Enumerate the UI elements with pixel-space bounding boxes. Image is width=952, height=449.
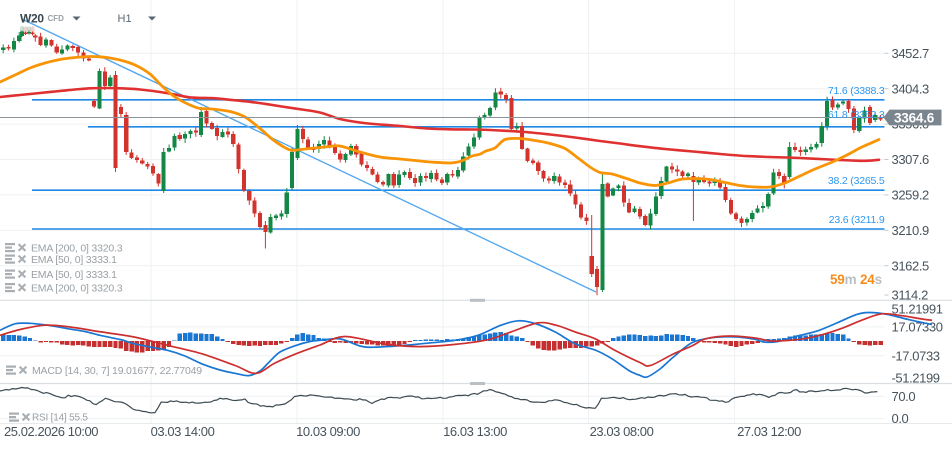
svg-text:H1: H1: [118, 13, 132, 25]
svg-text:03.03 14:00: 03.03 14:00: [151, 424, 215, 439]
svg-text:3364.6: 3364.6: [894, 110, 935, 125]
svg-text:W20: W20: [20, 12, 44, 26]
svg-text:70.0: 70.0: [892, 389, 916, 404]
svg-text:59m 24s: 59m 24s: [830, 272, 882, 287]
svg-text:-17.0733: -17.0733: [892, 348, 940, 363]
svg-text:RSI [14] 55.5: RSI [14] 55.5: [32, 413, 88, 424]
svg-text:17.07330: 17.07330: [892, 320, 943, 335]
svg-text:23.03 08:00: 23.03 08:00: [590, 424, 654, 439]
svg-text:27.03 12:00: 27.03 12:00: [737, 424, 801, 439]
svg-text:51.21991: 51.21991: [892, 301, 943, 316]
svg-text:3452.7: 3452.7: [892, 46, 930, 61]
svg-text:3210.9: 3210.9: [892, 223, 930, 238]
svg-text:61.8 (3352.3: 61.8 (3352.3: [828, 109, 885, 121]
svg-text:25.02.2026 10:00: 25.02.2026 10:00: [4, 424, 98, 439]
svg-text:0.0: 0.0: [892, 411, 909, 426]
svg-text:3259.2: 3259.2: [892, 188, 930, 203]
svg-text:3404.3: 3404.3: [892, 81, 930, 96]
svg-text:38.2 (3265.5: 38.2 (3265.5: [828, 175, 885, 187]
svg-text:3307.6: 3307.6: [892, 152, 930, 167]
svg-text:CFD: CFD: [48, 14, 65, 23]
svg-text:23.6 (3211.9: 23.6 (3211.9: [829, 214, 885, 226]
svg-text:EMA [50, 0] 3333.1: EMA [50, 0] 3333.1: [31, 269, 117, 281]
svg-text:-51.2199: -51.2199: [892, 371, 940, 386]
svg-text:3162.5: 3162.5: [892, 258, 930, 273]
svg-text:EMA [50, 0] 3333.1: EMA [50, 0] 3333.1: [31, 254, 117, 266]
svg-text:EMA [200, 0] 3320.3: EMA [200, 0] 3320.3: [31, 282, 123, 294]
svg-text:EMA [200, 0] 3320.3: EMA [200, 0] 3320.3: [31, 242, 123, 254]
svg-text:3114.2: 3114.2: [892, 288, 929, 303]
svg-text:16.03 13:00: 16.03 13:00: [443, 424, 507, 439]
svg-text:MACD [14, 30, 7] 19.01677, 22.: MACD [14, 30, 7] 19.01677, 22.77049: [32, 365, 202, 377]
svg-text:71.6 (3388.3: 71.6 (3388.3: [828, 85, 885, 97]
svg-text:10.03 09:00: 10.03 09:00: [296, 424, 360, 439]
